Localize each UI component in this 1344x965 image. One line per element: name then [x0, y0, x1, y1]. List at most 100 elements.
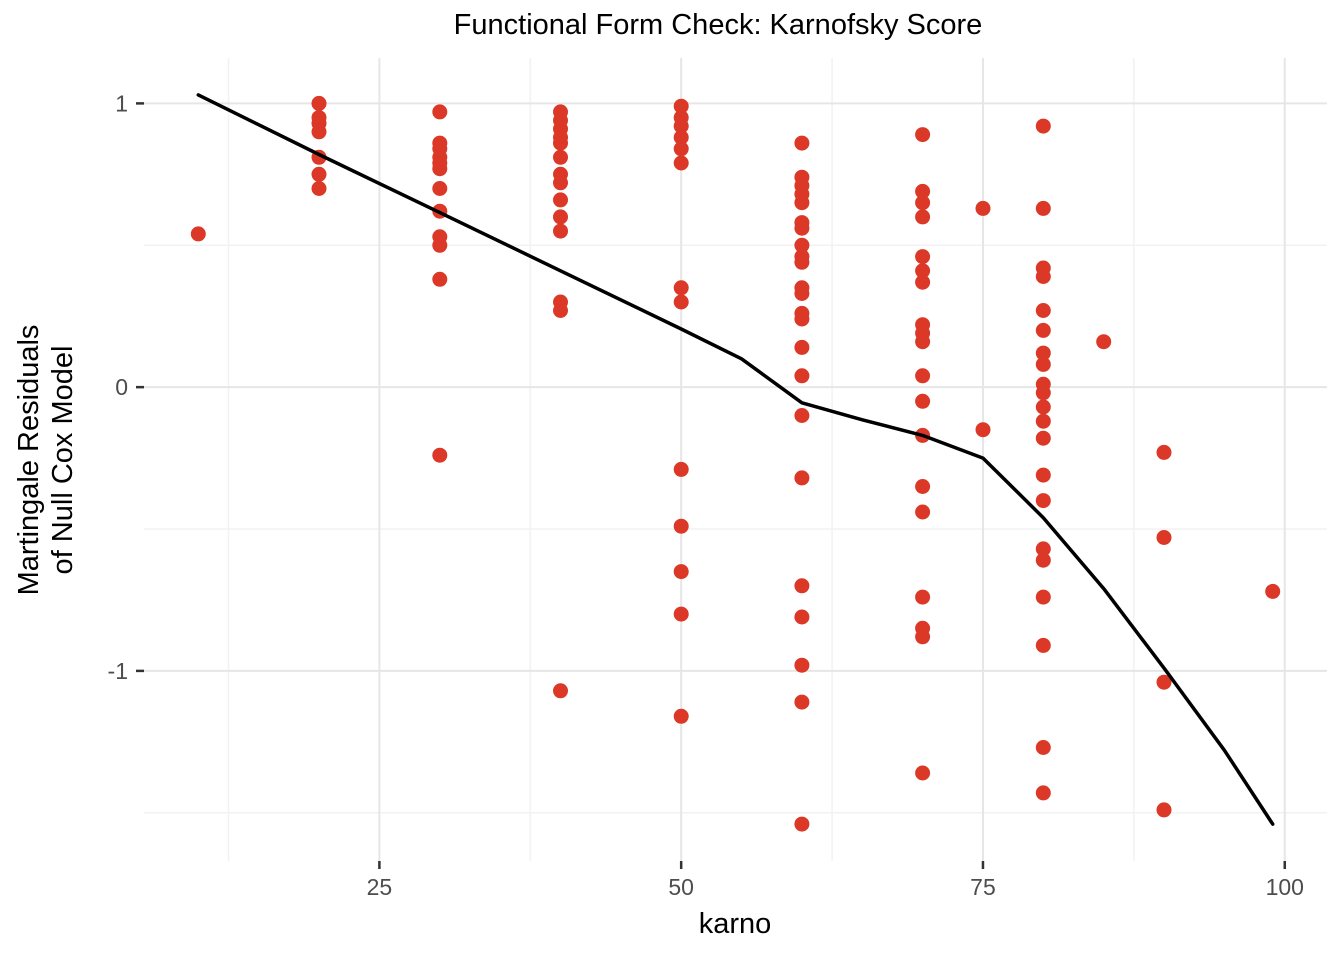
x-tick-label: 25	[367, 874, 393, 900]
data-point	[311, 124, 327, 140]
data-point	[975, 422, 991, 438]
data-point	[1035, 356, 1051, 372]
data-point	[794, 408, 810, 423]
data-point	[673, 294, 689, 310]
axes: 25 50 75 100 -1 0 1	[108, 90, 1304, 900]
data-point	[1156, 674, 1172, 690]
data-point	[915, 765, 931, 781]
y-axis-title-line1: Martingale Residuals	[13, 325, 45, 596]
data-point	[673, 564, 689, 580]
data-point	[1035, 552, 1051, 568]
data-point	[1035, 200, 1051, 216]
data-point	[432, 271, 448, 287]
data-point	[915, 127, 931, 143]
data-point	[190, 226, 206, 242]
data-point	[673, 98, 689, 114]
data-point	[1035, 589, 1051, 605]
data-point	[794, 368, 810, 384]
data-point	[794, 470, 810, 486]
data-point	[432, 104, 448, 120]
data-point	[673, 141, 689, 157]
data-point	[673, 280, 689, 296]
x-tick-label: 100	[1266, 874, 1304, 900]
data-point	[794, 195, 810, 211]
data-point	[915, 249, 931, 265]
data-point	[794, 135, 810, 151]
data-point	[1035, 413, 1051, 429]
gridlines	[144, 58, 1327, 861]
data-point	[432, 237, 448, 253]
data-point	[1035, 430, 1051, 446]
data-point	[553, 149, 568, 165]
data-point	[1035, 385, 1051, 401]
data-point	[311, 181, 327, 196]
data-point	[311, 166, 327, 182]
data-point	[794, 609, 810, 625]
data-point	[553, 192, 568, 208]
data-point	[794, 657, 810, 673]
data-point	[794, 339, 810, 355]
x-tick-label: 75	[970, 874, 996, 900]
y-tick-label: -1	[108, 658, 128, 684]
data-point	[673, 461, 689, 477]
data-point	[1035, 541, 1051, 557]
y-tick-label: 1	[115, 90, 128, 116]
data-point	[1035, 399, 1051, 415]
data-point	[553, 135, 568, 151]
data-point	[432, 161, 448, 177]
data-point	[915, 274, 931, 290]
data-point	[1035, 303, 1051, 318]
data-point	[1035, 637, 1051, 653]
data-point	[915, 479, 931, 494]
data-point	[673, 708, 689, 724]
data-point	[794, 816, 810, 832]
data-point	[1035, 269, 1051, 284]
data-point	[673, 518, 689, 534]
data-point	[794, 254, 810, 270]
data-point	[553, 303, 568, 318]
data-point	[1035, 740, 1051, 755]
data-point	[794, 237, 810, 253]
x-axis-title: karno	[699, 908, 772, 940]
data-point	[794, 286, 810, 301]
data-point	[673, 129, 689, 145]
smooth-line	[196, 93, 1275, 826]
data-point	[915, 393, 931, 409]
data-layer	[190, 93, 1281, 832]
data-point	[794, 220, 810, 236]
data-point	[915, 334, 931, 350]
data-point	[1035, 345, 1051, 361]
data-point	[915, 504, 931, 520]
data-point	[432, 181, 448, 196]
data-point	[915, 589, 931, 605]
data-point	[1156, 802, 1172, 818]
data-point	[1035, 118, 1051, 134]
data-point	[915, 183, 931, 199]
data-point	[1035, 493, 1051, 509]
data-point	[915, 368, 931, 384]
data-point	[673, 606, 689, 622]
data-point	[915, 195, 931, 211]
data-point	[1156, 444, 1172, 460]
data-point	[1265, 583, 1281, 599]
data-point	[553, 175, 568, 191]
data-point	[794, 311, 810, 327]
data-point	[432, 447, 448, 463]
data-point	[1096, 334, 1112, 350]
data-point	[915, 209, 931, 225]
data-point	[794, 694, 810, 710]
data-point	[553, 223, 568, 239]
y-tick-label: 0	[115, 374, 128, 400]
data-point	[673, 118, 689, 134]
data-point	[311, 95, 327, 111]
data-point	[553, 209, 568, 225]
data-point	[1156, 530, 1172, 545]
data-point	[673, 155, 689, 171]
data-point	[553, 683, 568, 699]
data-point	[915, 263, 931, 279]
y-axis-title-line2: of Null Cox Model	[47, 346, 79, 575]
x-tick-label: 50	[668, 874, 694, 900]
data-point	[1035, 467, 1051, 483]
